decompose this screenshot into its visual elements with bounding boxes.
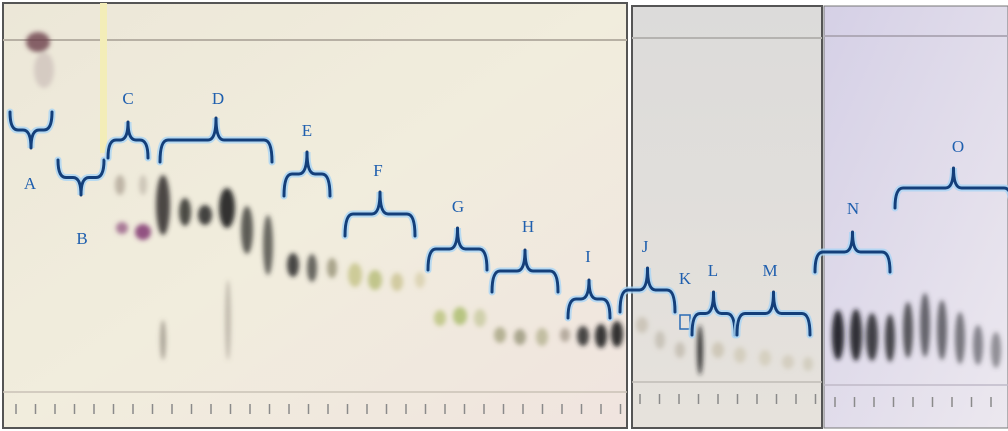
spot [198,205,212,225]
spot [655,331,665,349]
spot [453,307,467,325]
spot [903,302,913,358]
spot [955,312,965,364]
spot [434,310,446,326]
brace [618,266,677,314]
spot [241,206,253,254]
brace [8,110,54,150]
spot [734,347,746,363]
brace [56,158,106,197]
spot [611,321,623,347]
spot [920,293,930,357]
group-label: M [762,261,777,280]
spot [697,325,703,375]
spot [494,327,506,343]
spot [219,188,235,228]
spot [327,258,337,278]
spot [139,175,147,195]
spot [263,215,273,275]
brace [343,190,417,238]
group-label: L [708,261,718,280]
spot [536,328,548,346]
spot [991,332,1001,368]
spot [368,270,382,290]
group-label: C [122,89,133,108]
brace [282,150,332,198]
spot [937,300,947,360]
spot [866,313,878,361]
spot [225,280,231,360]
spot [636,317,648,333]
group-label: G [452,197,464,216]
spot-group [26,32,1001,375]
brace [158,116,274,164]
group-label: N [847,199,859,218]
spot [34,52,54,88]
group-label: O [952,137,964,156]
brace [735,290,812,337]
spots [26,32,1001,375]
group-label: H [522,217,534,236]
group-label: K [679,269,692,288]
brace [426,226,489,272]
spot [675,342,685,358]
group-label: D [212,89,224,108]
group-label: I [585,247,591,266]
brace [690,290,737,337]
brace [566,278,612,320]
spot [759,350,771,366]
spot [115,175,125,195]
spot [135,224,151,240]
spot [156,175,170,235]
spot [474,309,486,327]
brace [106,120,150,160]
spot [26,32,50,52]
spot [595,324,607,348]
lane-marks [15,394,992,414]
spot [850,309,862,361]
spot [391,273,403,291]
spot [832,310,844,360]
group-label: E [302,121,312,140]
group-label: B [76,229,87,248]
spot [415,272,425,288]
group-label: F [373,161,382,180]
brace [813,230,892,274]
spot [782,355,794,369]
plate-left [2,2,628,429]
spot [803,357,813,371]
spot [577,326,589,346]
spot [287,253,299,277]
brace [490,248,560,294]
brackets: A B C D E F G H I J K L M N O [6,89,1008,339]
spot [116,222,128,234]
spot [348,263,362,287]
spot [160,320,166,360]
spot [514,329,526,345]
plate-edge-strip [100,3,107,153]
spot [307,254,317,282]
spot [973,325,983,365]
group-label: A [24,174,37,193]
spot [712,342,724,358]
spot [560,328,570,342]
spot [885,314,895,362]
spot [179,198,191,226]
group-label: J [642,237,649,256]
